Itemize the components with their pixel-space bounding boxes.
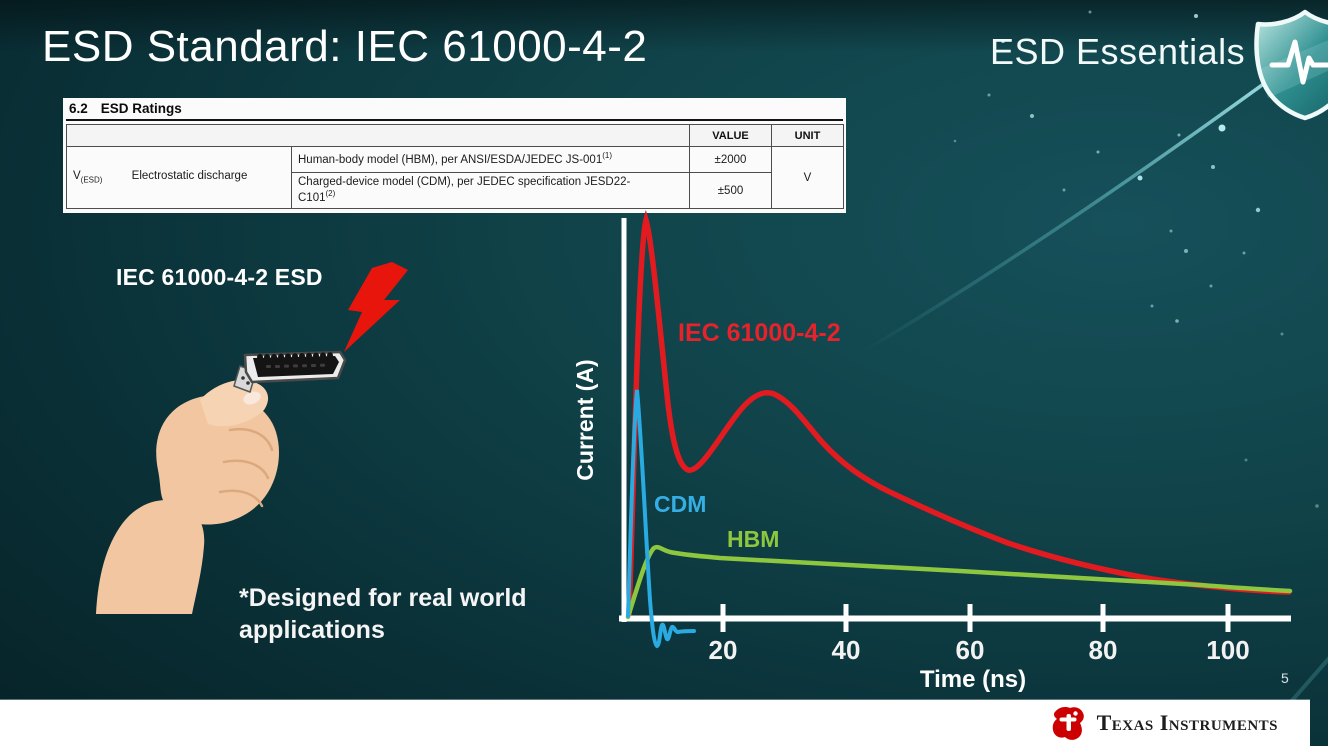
- section-number: 6.2: [69, 101, 88, 116]
- esd-shield-icon: [1254, 9, 1328, 121]
- y-axis-label: Current (A): [572, 359, 598, 480]
- series-label-iec: IEC 61000-4-2: [678, 319, 841, 347]
- symbol: V(ESD): [73, 170, 103, 185]
- beam-graphic: [861, 34, 1328, 746]
- esd-ratings-table: VALUE UNIT V(ESD) Electrostatic discharg…: [66, 124, 844, 209]
- cdm-value: ±500: [689, 172, 772, 209]
- section-title: ESD Ratings: [100, 101, 182, 116]
- symbol-parameter-cell: V(ESD) Electrostatic discharge: [66, 146, 292, 209]
- tick-label-40: 40: [832, 635, 861, 665]
- header-empty-cell: [66, 124, 690, 147]
- tick-label-60: 60: [956, 635, 985, 665]
- ti-brand-text: Texas Instruments: [1096, 710, 1278, 735]
- unit-value: V: [771, 146, 844, 209]
- series-badge: ESD Essentials: [990, 31, 1246, 72]
- series-curve-cdm: [626, 389, 696, 649]
- column-header-value: VALUE: [689, 124, 772, 147]
- x-tick-labels: 20 40 60 80 100: [709, 635, 1250, 665]
- x-axis-label: Time (ns): [920, 666, 1026, 693]
- sparkle-dots: [953, 10, 1319, 508]
- hand-graphic: [96, 380, 279, 614]
- hbm-value: ±2000: [689, 146, 772, 173]
- page-title: ESD Standard: IEC 61000-4-2: [42, 22, 648, 71]
- cable-graphic: [119, 385, 248, 589]
- page-number: 5: [1281, 670, 1289, 686]
- tick-label-100: 100: [1206, 635, 1249, 665]
- series-label-hbm: HBM: [727, 526, 779, 552]
- footer-bar: Texas Instruments: [0, 700, 1310, 746]
- lightning-bolt-icon: [344, 262, 408, 352]
- hdmi-connector-graphic: [233, 350, 347, 393]
- ti-logo-icon: [1052, 707, 1084, 740]
- series-curve-iec: [626, 209, 1292, 617]
- chart-axes: [619, 218, 1291, 632]
- cdm-row-desc: Charged-device model (CDM), per JEDEC sp…: [291, 172, 690, 209]
- section-heading: 6.2 ESD Ratings: [66, 99, 843, 121]
- iec-esd-label: IEC 61000-4-2 ESD: [116, 264, 323, 290]
- parameter-label: Electrostatic discharge: [131, 170, 248, 183]
- thumbnail: [243, 391, 261, 405]
- column-header-unit: UNIT: [771, 124, 844, 147]
- series-curve-hbm: [625, 544, 1293, 620]
- heartbeat-pulse-icon: [1269, 39, 1328, 85]
- hbm-row-desc: Human-body model (HBM), per ANSI/ESDA/JE…: [291, 146, 690, 173]
- footnote: *Designed for real world applications: [239, 584, 527, 644]
- tick-label-80: 80: [1089, 635, 1118, 665]
- datasheet-excerpt: 6.2 ESD Ratings VALUE UNIT V(ESD) Electr…: [63, 98, 846, 213]
- series-label-cdm: CDM: [654, 491, 706, 517]
- tick-label-20: 20: [709, 635, 738, 665]
